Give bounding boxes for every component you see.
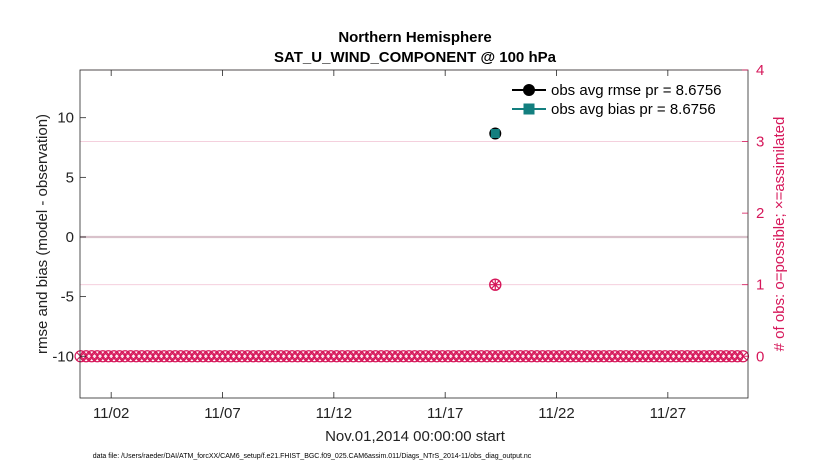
x-tick-label: 11/12 bbox=[316, 405, 352, 422]
y-tick-label-right: 3 bbox=[756, 134, 764, 151]
y-tick-label-left: 10 bbox=[57, 110, 74, 127]
legend-rmse-label: obs avg rmse pr = 8.6756 bbox=[551, 82, 722, 99]
chart-subtitle: SAT_U_WIND_COMPONENT @ 100 hPa bbox=[274, 49, 557, 66]
obs-assimilated-highlight bbox=[490, 279, 501, 290]
y-tick-label-right: 4 bbox=[756, 62, 764, 79]
y-tick-label-right: 0 bbox=[756, 348, 764, 365]
y-tick-label-right: 2 bbox=[756, 205, 764, 222]
x-tick-label: 11/17 bbox=[427, 405, 463, 422]
bias-point bbox=[490, 129, 500, 139]
y-tick-label-left: 0 bbox=[66, 229, 74, 246]
y-tick-label-left: -5 bbox=[61, 289, 74, 306]
series-markers bbox=[489, 127, 502, 140]
y-tick-label-left: -10 bbox=[52, 348, 74, 365]
x-tick-label: 11/27 bbox=[650, 405, 686, 422]
y-axis-label-right: # of obs: o=possible; ×=assimilated bbox=[771, 117, 788, 352]
y-tick-label-right: 1 bbox=[756, 277, 764, 294]
legend-bias-marker bbox=[523, 103, 535, 115]
legend: obs avg rmse pr = 8.6756 obs avg bias pr… bbox=[506, 76, 744, 122]
plot-frame bbox=[79, 69, 749, 399]
obs-possible-marker bbox=[736, 350, 750, 363]
y-tick-label-left: 5 bbox=[66, 169, 74, 186]
obs-possible-highlight bbox=[489, 278, 502, 291]
obs-count-markers bbox=[74, 278, 750, 363]
x-tick-label: 11/07 bbox=[204, 405, 240, 422]
legend-bias-label: obs avg bias pr = 8.6756 bbox=[551, 101, 716, 118]
legend-box bbox=[506, 76, 744, 122]
legend-rmse-marker bbox=[523, 84, 535, 96]
chart-title: Northern Hemisphere bbox=[338, 29, 491, 46]
x-tick-label: 11/22 bbox=[538, 405, 574, 422]
y-axis-label-left: rmse and bias (model - observation) bbox=[34, 114, 51, 354]
plot-area bbox=[80, 70, 748, 398]
x-tick-label: 11/02 bbox=[93, 405, 129, 422]
x-axis-label: Nov.01,2014 00:00:00 start bbox=[325, 428, 506, 445]
data-file-footnote: data file: /Users/raeder/DAI/ATM_forcXX/… bbox=[93, 453, 532, 460]
